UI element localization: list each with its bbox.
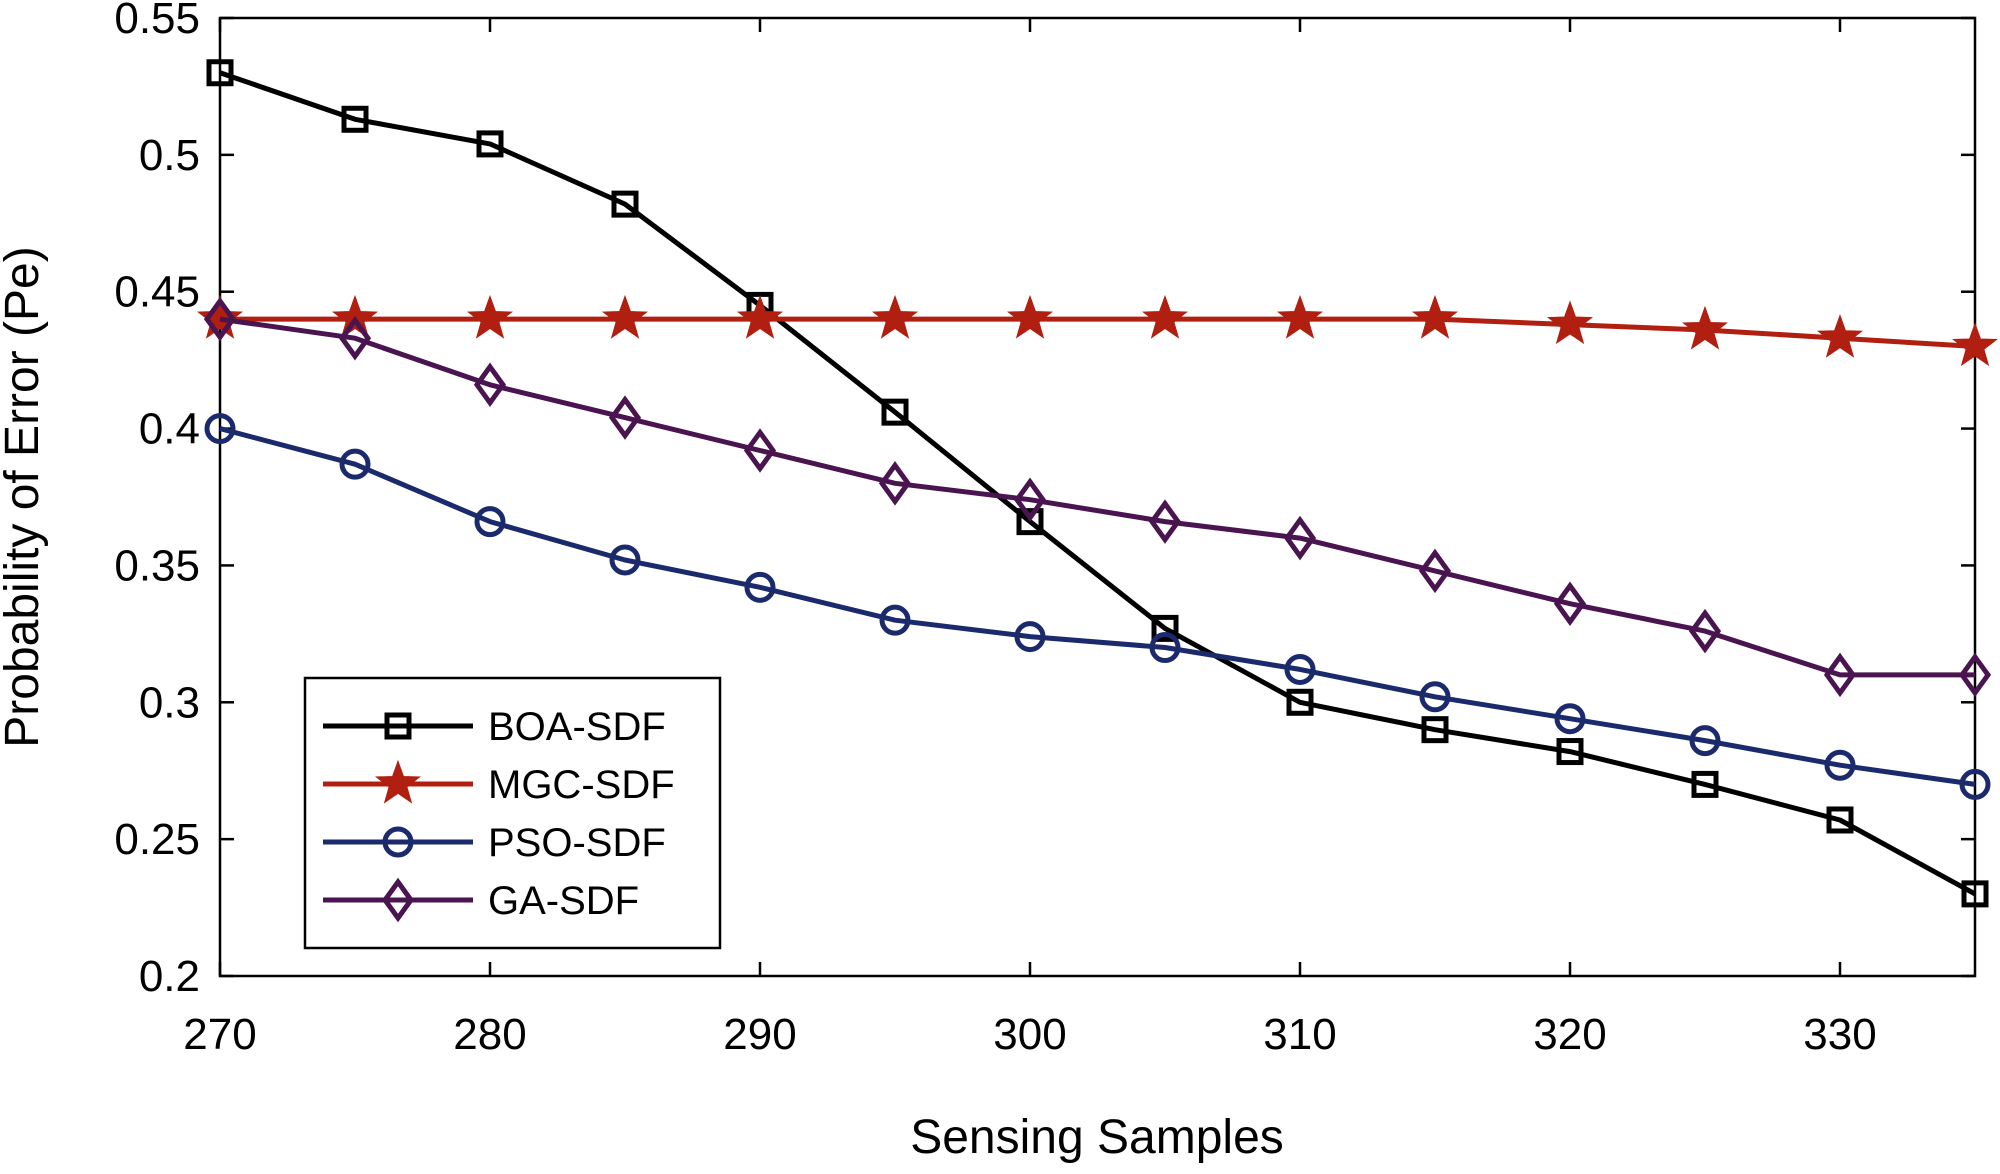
data-point-pso-sdf: [1284, 653, 1316, 685]
x-tick-label: 310: [1263, 1010, 1336, 1059]
data-point-ga-sdf: [1418, 548, 1452, 594]
data-point-boa-sdf: [341, 105, 369, 133]
data-point-ga-sdf: [1958, 652, 1992, 698]
data-point-pso-sdf: [1014, 621, 1046, 653]
data-point-ga-sdf: [1013, 477, 1047, 523]
data-point-ga-sdf: [878, 461, 912, 506]
data-point-boa-sdf: [881, 398, 909, 426]
series-line-pso-sdf: [219, 426, 1976, 787]
legend-marker-ga-sdf: [381, 877, 415, 923]
series-mgc-sdf: [197, 294, 1999, 367]
data-point-pso-sdf: [744, 571, 776, 603]
series-boa-sdf: [206, 59, 1989, 908]
series-ga-sdf: [203, 296, 1992, 698]
legend: BOA-SDF MGC-SDF PSO-SDF GA-SDF: [303, 676, 722, 950]
data-point-ga-sdf: [473, 362, 507, 408]
data-point-pso-sdf: [474, 506, 506, 538]
data-point-ga-sdf: [1148, 499, 1182, 544]
data-point-boa-sdf: [476, 130, 504, 158]
y-tick-label: 0.35: [114, 541, 200, 590]
y-tick-label: 0.3: [139, 678, 200, 727]
data-point-mgc-sdf: [1546, 300, 1594, 345]
legend-box: [303, 676, 722, 950]
data-point-boa-sdf: [1556, 738, 1584, 766]
data-point-mgc-sdf: [602, 294, 648, 339]
y-tick-label: 0.45: [114, 268, 200, 317]
data-point-boa-sdf: [1286, 688, 1314, 716]
data-point-boa-sdf: [1691, 770, 1719, 798]
x-tick-label: 320: [1533, 1010, 1606, 1059]
data-point-pso-sdf: [879, 604, 911, 636]
x-tick-label: 300: [993, 1010, 1066, 1059]
data-point-pso-sdf: [1959, 768, 1991, 800]
y-tick-label: 0.4: [139, 405, 200, 454]
data-point-boa-sdf: [1421, 716, 1449, 744]
data-point-boa-sdf: [1826, 806, 1854, 834]
data-point-pso-sdf: [1824, 749, 1856, 781]
data-point-pso-sdf: [1419, 681, 1451, 713]
legend-marker-mgc-sdf: [375, 759, 421, 804]
data-point-mgc-sdf: [737, 294, 783, 339]
y-axis-label: Probability of Error (Pe): [0, 246, 49, 748]
data-point-mgc-sdf: [1951, 322, 1999, 367]
data-point-mgc-sdf: [1142, 294, 1188, 339]
data-point-pso-sdf: [1149, 632, 1181, 664]
data-point-boa-sdf: [611, 190, 639, 218]
legend-marker-pso-sdf: [382, 826, 414, 858]
x-tick-label: 290: [723, 1010, 796, 1059]
data-point-boa-sdf: [1151, 614, 1179, 642]
data-point-ga-sdf: [743, 428, 777, 473]
data-point-pso-sdf: [204, 413, 236, 445]
legend-label-pso-sdf: PSO-SDF: [488, 821, 666, 865]
series-line-mgc-sdf: [220, 316, 1976, 349]
x-tick-label: 280: [453, 1010, 526, 1059]
data-point-mgc-sdf: [1007, 294, 1053, 339]
data-point-ga-sdf: [1688, 608, 1722, 654]
data-point-mgc-sdf: [1277, 294, 1323, 339]
data-point-ga-sdf: [1283, 515, 1317, 561]
data-point-boa-sdf: [1961, 880, 1989, 908]
series-line-ga-sdf: [219, 316, 1975, 678]
data-point-ga-sdf: [338, 315, 372, 361]
data-point-mgc-sdf: [1681, 305, 1729, 350]
data-point-pso-sdf: [1554, 703, 1586, 735]
data-point-ga-sdf: [1553, 581, 1587, 627]
data-point-ga-sdf: [1823, 652, 1857, 698]
data-point-ga-sdf: [203, 296, 237, 342]
data-point-mgc-sdf: [1412, 294, 1458, 339]
data-point-mgc-sdf: [197, 294, 243, 339]
data-point-boa-sdf: [206, 59, 234, 87]
x-tick-label: 270: [183, 1010, 256, 1059]
legend-label-ga-sdf: GA-SDF: [488, 879, 639, 923]
data-point-pso-sdf: [1689, 725, 1721, 757]
y-tick-label: 0.55: [114, 0, 200, 43]
legend-marker-boa-sdf: [384, 712, 412, 740]
data-point-mgc-sdf: [872, 294, 918, 339]
data-point-ga-sdf: [608, 395, 642, 440]
y-tick-label: 0.5: [139, 131, 200, 180]
x-tick-label: 330: [1803, 1010, 1876, 1059]
y-tick-label: 0.25: [114, 815, 200, 864]
data-point-pso-sdf: [609, 544, 641, 576]
data-point-mgc-sdf: [1816, 313, 1864, 358]
data-point-boa-sdf: [1016, 508, 1044, 536]
legend-label-boa-sdf: BOA-SDF: [488, 705, 666, 749]
y-tick-label: 0.2: [139, 952, 200, 1001]
legend-label-mgc-sdf: MGC-SDF: [488, 763, 675, 807]
series-line-boa-sdf: [219, 70, 1977, 897]
series-pso-sdf: [204, 413, 1991, 800]
data-point-pso-sdf: [339, 448, 371, 480]
data-point-mgc-sdf: [467, 294, 513, 339]
x-axis-label: Sensing Samples: [910, 1111, 1284, 1164]
